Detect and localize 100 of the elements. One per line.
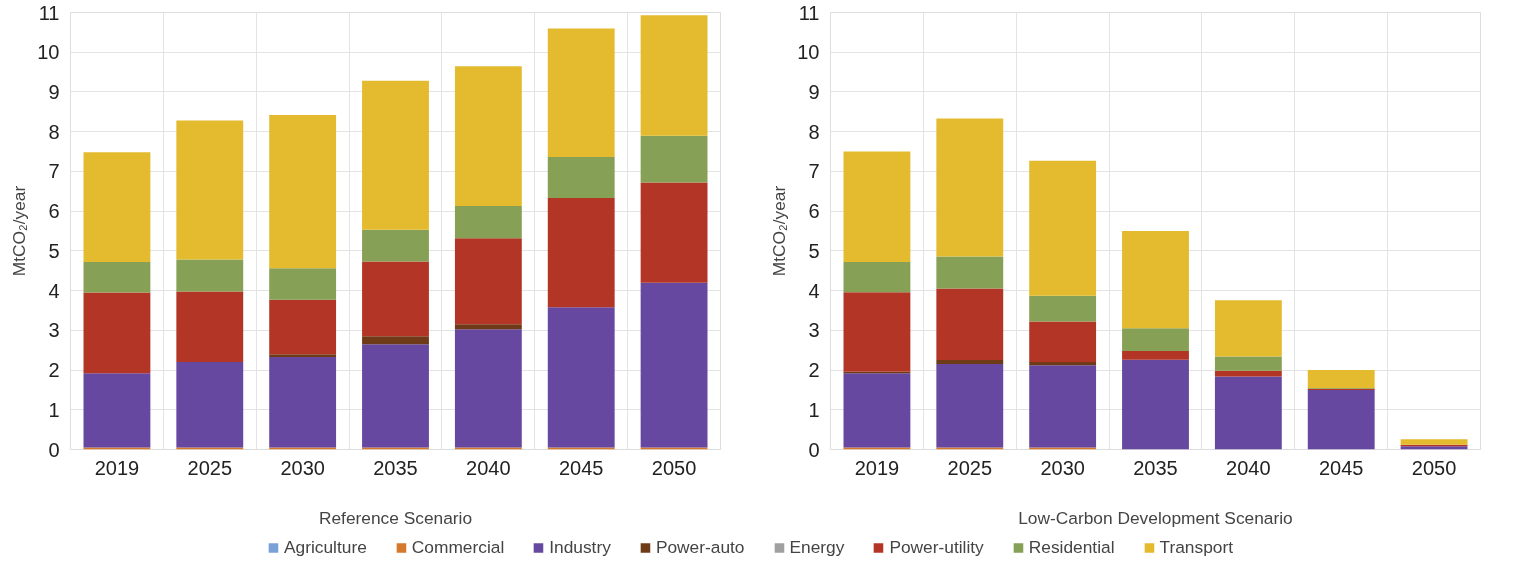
legend-label: Power-utility	[889, 536, 984, 558]
x-axis-title: Low-Carbon Development Scenario	[1018, 507, 1293, 528]
y-tick-label: 6	[48, 200, 60, 223]
x-tick-label: 2030	[280, 456, 325, 479]
x-tick-label: 2019	[94, 456, 140, 479]
bar	[1307, 370, 1375, 388]
y-tick-label: 2	[808, 359, 820, 382]
y-tick-label: 7	[808, 160, 820, 183]
y-tick-label: 4	[808, 279, 820, 302]
bar	[83, 261, 151, 293]
bar	[547, 307, 615, 448]
bar	[843, 373, 911, 448]
bar	[1122, 328, 1189, 351]
bar	[454, 329, 522, 448]
bar	[936, 360, 1004, 365]
x-tick-label: 2045	[558, 456, 604, 479]
x-tick-label: 2035	[373, 456, 418, 479]
y-tick-label: 5	[48, 239, 60, 262]
bar	[640, 15, 708, 136]
bar	[1214, 300, 1282, 357]
bar	[640, 182, 708, 283]
bar	[640, 282, 708, 448]
bar	[269, 356, 337, 448]
bar	[454, 238, 522, 325]
x-tick-label: 2040	[466, 456, 511, 479]
y-tick-label: 1	[808, 398, 820, 421]
bar	[176, 362, 244, 448]
bar	[269, 268, 337, 300]
bar	[362, 80, 429, 230]
legend-label: Commercial	[411, 536, 505, 558]
x-tick-label: 2025	[947, 456, 993, 479]
bar	[454, 66, 522, 206]
x-tick-label: 2050	[651, 456, 697, 479]
bar	[454, 324, 522, 330]
legend-label: Energy	[789, 536, 845, 558]
x-tick-label: 2050	[1411, 456, 1457, 479]
bar	[936, 118, 1004, 257]
bar	[1029, 365, 1097, 448]
x-tick-label: 2045	[1318, 456, 1364, 479]
legend-label: Agriculture	[283, 536, 367, 558]
bar	[176, 120, 244, 260]
legend-label: Power-auto	[655, 536, 745, 558]
bar	[176, 259, 244, 292]
y-tick-label: 10	[37, 41, 60, 64]
y-tick-label: 8	[808, 120, 820, 143]
x-tick-label: 2040	[1226, 456, 1271, 479]
bar	[936, 256, 1004, 289]
bar	[640, 135, 708, 183]
bar	[1214, 376, 1282, 450]
bar	[1029, 321, 1097, 363]
bar	[83, 373, 151, 448]
bar	[1307, 389, 1375, 450]
legend-label: Residential	[1028, 536, 1115, 558]
bar	[1214, 370, 1282, 377]
y-tick-label: 0	[808, 438, 820, 461]
x-tick-label: 2025	[187, 456, 233, 479]
bar	[843, 151, 911, 262]
bar	[1122, 359, 1189, 450]
y-tick-label: 11	[38, 1, 60, 24]
bar	[1214, 356, 1282, 371]
bar	[547, 198, 615, 308]
bar	[1122, 231, 1189, 329]
y-tick-label: 4	[48, 279, 60, 302]
bar	[176, 291, 244, 363]
bar	[1029, 295, 1097, 322]
bar	[269, 299, 337, 355]
bar	[1029, 362, 1097, 366]
y-tick-label: 11	[798, 1, 820, 24]
y-tick-label: 3	[808, 319, 820, 342]
bar	[1400, 439, 1468, 445]
x-tick-label: 2030	[1040, 456, 1085, 479]
x-tick-label: 2019	[854, 456, 900, 479]
bar	[83, 292, 151, 374]
bar	[362, 336, 429, 345]
legend-label: Industry	[549, 536, 611, 558]
x-axis-title: Reference Scenario	[318, 507, 473, 528]
bar	[362, 229, 429, 262]
y-tick-label: 3	[48, 319, 60, 342]
y-tick-label: 8	[48, 120, 60, 143]
y-tick-label: 1	[48, 398, 60, 421]
bar	[547, 157, 615, 199]
y-tick-label: 6	[808, 200, 820, 223]
bar	[362, 261, 429, 337]
y-tick-label: 2	[48, 359, 60, 382]
y-tick-label: 0	[48, 438, 60, 461]
bar	[83, 152, 151, 262]
y-tick-label: 9	[808, 80, 820, 103]
bar	[362, 344, 429, 448]
bar	[269, 115, 337, 269]
x-tick-label: 2035	[1133, 456, 1178, 479]
bar	[843, 261, 911, 293]
bar	[936, 364, 1004, 448]
y-tick-label: 10	[797, 41, 820, 64]
bar	[269, 354, 337, 357]
y-tick-label: 9	[48, 80, 60, 103]
y-tick-label: 7	[48, 160, 60, 183]
bar	[843, 292, 911, 372]
y-tick-label: 5	[808, 239, 820, 262]
bar	[547, 28, 615, 158]
bar	[454, 205, 522, 239]
